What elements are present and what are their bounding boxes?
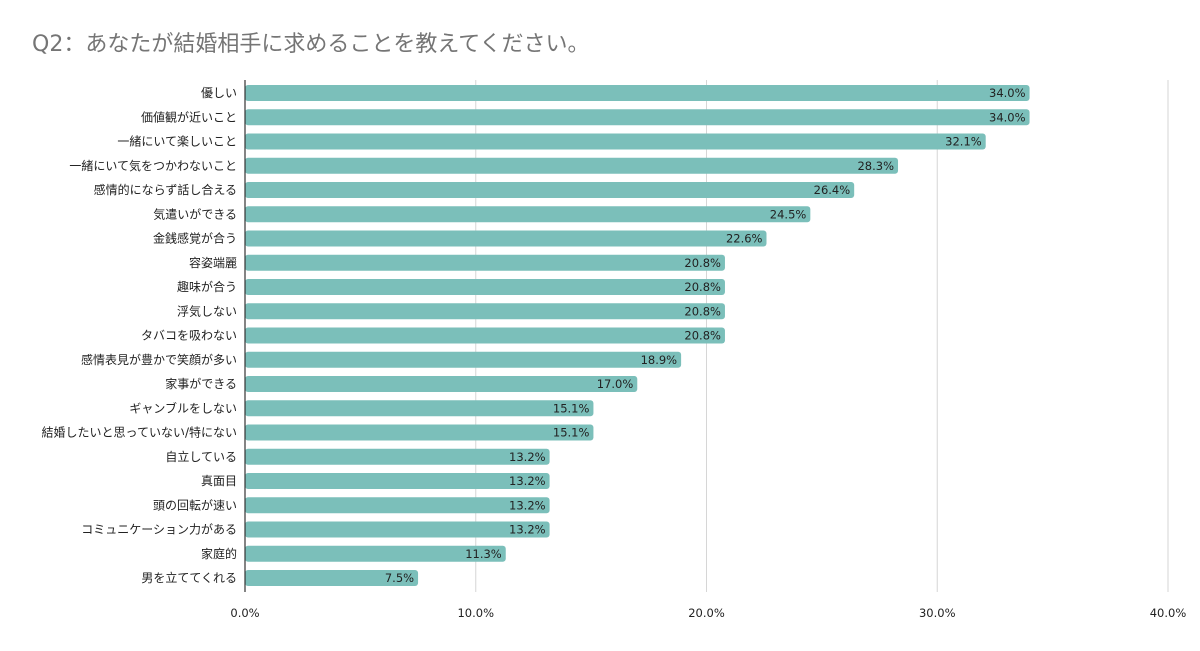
category-label: 一緒にいて楽しいこと [117, 134, 237, 149]
data-label: 20.8% [684, 256, 721, 270]
bar [245, 424, 594, 441]
data-label: 7.5% [385, 571, 414, 585]
x-tick-label: 30.0% [919, 606, 956, 620]
category-label: 気遣いができる [153, 206, 237, 221]
category-label: 金銭感覚が合う [153, 231, 237, 246]
category-label: 趣味が合う [177, 279, 237, 294]
x-tick-label: 0.0% [230, 606, 259, 620]
data-label: 13.2% [509, 450, 546, 464]
data-label: 13.2% [509, 474, 546, 488]
bar [245, 497, 550, 514]
bar [245, 85, 1030, 101]
x-tick-label: 20.0% [688, 606, 725, 620]
bar [245, 303, 725, 320]
data-label: 15.1% [553, 401, 590, 415]
bar [245, 521, 550, 538]
bar [245, 109, 1030, 126]
category-label: 家庭的 [201, 546, 237, 561]
category-label: 頭の回転が速い [153, 497, 237, 512]
category-label: 感情表見が豊かで笑顔が多い [81, 352, 237, 367]
x-tick-label: 10.0% [457, 606, 494, 620]
x-tick-label: 40.0% [1150, 606, 1187, 620]
data-label: 11.3% [465, 547, 502, 561]
data-label: 13.2% [509, 498, 546, 512]
data-label: 26.4% [814, 183, 851, 197]
bar [245, 230, 767, 247]
category-label: 一緒にいて気をつかわないこと [69, 158, 237, 173]
category-label: 自立している [165, 449, 237, 464]
data-label: 20.8% [684, 329, 721, 343]
data-label: 34.0% [989, 86, 1026, 100]
bar [245, 182, 855, 198]
category-label: 男を立ててくれる [141, 570, 237, 585]
data-label: 17.0% [597, 377, 634, 391]
data-label: 18.9% [641, 353, 678, 367]
category-label: コミュニケーション力がある [81, 522, 237, 537]
bar [245, 400, 594, 417]
data-label: 13.2% [509, 523, 546, 537]
category-label: 家事ができる [165, 376, 237, 391]
chart-title: Q2：あなたが結婚相手に求めることを教えてください。 [32, 32, 590, 57]
bar [245, 254, 725, 271]
bar [245, 376, 638, 392]
category-label: 浮気しない [177, 303, 237, 318]
bar [245, 545, 506, 562]
bar [245, 279, 725, 295]
category-label: タバコを吸わない [141, 329, 237, 343]
category-label: 優しい [201, 86, 237, 100]
data-label: 22.6% [726, 232, 763, 246]
data-label: 32.1% [945, 135, 982, 149]
bar [245, 133, 986, 150]
category-label: 感情的にならず話し合える [94, 182, 237, 197]
data-label: 28.3% [857, 159, 894, 173]
data-label: 20.8% [684, 304, 721, 318]
category-label: 結婚したいと思っていない/特にない [42, 425, 237, 440]
bar [245, 473, 550, 489]
data-label: 24.5% [770, 207, 807, 221]
category-label: 容姿端麗 [189, 255, 237, 270]
bar [245, 351, 682, 368]
bar [245, 206, 811, 223]
data-label: 20.8% [684, 280, 721, 294]
category-label: 真面目 [201, 474, 237, 488]
bar [245, 570, 419, 586]
bar [245, 157, 899, 174]
bar [245, 448, 550, 465]
data-label: 15.1% [553, 426, 590, 440]
data-label: 34.0% [989, 110, 1026, 124]
category-label: ギャンブルをしない [129, 400, 237, 415]
category-label: 価値観が近いこと [141, 109, 237, 124]
bar [245, 327, 725, 344]
